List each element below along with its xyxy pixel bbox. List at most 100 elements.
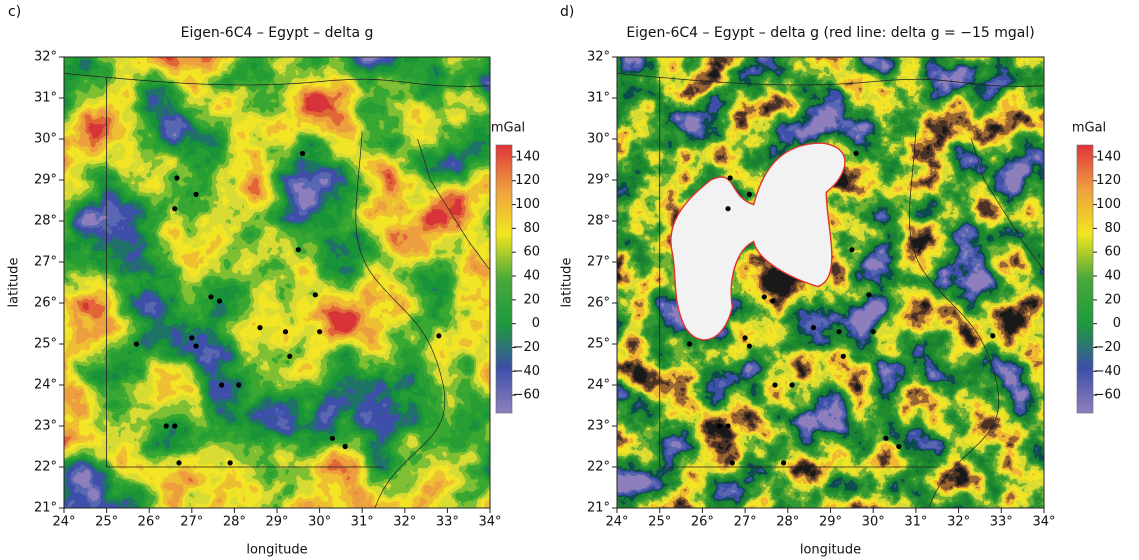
x-tick-label: 26° [691,515,714,530]
location-dot [342,443,348,450]
location-dot [312,292,318,298]
colorbar-tick-label: 40 [1104,269,1121,284]
nile-line [909,130,1000,509]
location-dot [727,175,733,181]
location-dot [746,343,752,349]
location-dot [761,294,767,300]
colorbar [495,144,513,414]
colorbar-tick-label: 120 [1096,173,1121,188]
colorbar-tick-label: 60 [1104,245,1121,260]
location-dot [789,382,795,388]
colorbar-tick-label: 100 [1096,197,1121,212]
location-dot [174,175,180,181]
panel-label: d) [560,4,574,20]
location-dot [990,333,996,339]
colorbar [1076,144,1094,414]
x-tick-label: 34° [478,515,501,530]
colorbar-label: mGal [491,121,525,136]
y-tick-label: 24° [587,378,610,393]
x-tick-label: 28° [223,515,246,530]
colorbar-tick-label: 0 [532,316,540,331]
map-panel: d) Eigen-6C4 – Egypt – delta g (red line:… [560,4,1122,558]
border-line [659,77,938,468]
location-dot [329,435,335,441]
location-dot [870,329,876,335]
location-dot [725,423,731,429]
location-dot [836,329,842,335]
y-axis-label: latitude [7,258,22,308]
colorbar-tick-label: 100 [515,197,540,212]
y-tick-label: 32° [34,50,57,65]
colorbar-tick-label: 40 [523,269,540,284]
y-tick-label: 28° [34,214,57,229]
gravity-map [64,57,490,508]
location-dot [317,329,323,335]
x-tick-label: 27° [180,515,203,530]
location-dot [840,353,846,359]
x-tick-label: 31° [351,515,374,530]
location-dot [725,206,731,212]
x-tick-label: 32° [393,515,416,530]
colorbar-tick-label: −60 [1094,388,1121,403]
location-dot [172,206,178,212]
location-dot [193,191,199,197]
y-tick-label: 27° [587,255,610,270]
colorbar-tick-label: 120 [515,173,540,188]
location-dot [208,294,214,300]
colorbar-tick-label: 0 [1113,316,1121,331]
location-dot [193,343,199,349]
coastline [63,73,491,87]
x-axis-label: longitude [246,543,307,558]
location-dot [295,247,301,253]
y-tick-label: 29° [587,173,610,188]
x-tick-label: 30° [862,515,885,530]
low-anomaly-area [670,142,846,341]
location-dot [287,353,293,359]
colorbar-tick-label: 140 [1096,149,1121,164]
x-tick-label: 29° [265,515,288,530]
location-dot [883,435,889,441]
location-dot [742,335,748,341]
y-tick-label: 26° [587,296,610,311]
colorbar-tick-label: −20 [1094,340,1121,355]
x-tick-label: 26° [138,515,161,530]
panel-label: c) [8,4,21,20]
x-tick-label: 25° [95,515,118,530]
colorbar-tick-label: −40 [513,364,540,379]
x-tick-label: 32° [947,515,970,530]
x-tick-label: 24° [605,515,628,530]
x-tick-label: 33° [990,515,1013,530]
x-tick-label: 34° [1032,515,1055,530]
panel-title: Eigen-6C4 – Egypt – delta g [181,25,374,41]
location-dot [282,329,289,335]
x-tick-label: 31° [904,515,927,530]
location-dot [189,335,195,341]
y-tick-label: 24° [34,378,57,393]
location-dot [770,298,776,304]
location-dot [866,292,872,298]
x-axis-label: longitude [800,543,861,558]
location-dot [746,191,752,197]
location-dot [896,443,902,450]
colorbar-tick-label: 80 [1104,221,1121,236]
colorbar-tick-label: 60 [523,245,540,260]
y-tick-label: 25° [34,337,57,352]
y-tick-label: 23° [34,419,57,434]
location-dot [686,341,693,347]
colorbar-tick-label: 20 [523,292,540,307]
y-tick-label: 31° [587,91,610,106]
y-tick-label: 30° [587,132,610,147]
colorbar-tick-label: 20 [1104,292,1121,307]
x-tick-label: 25° [648,515,671,530]
location-dot [849,247,855,253]
y-tick-label: 27° [34,255,57,270]
coastline [616,73,1045,87]
location-dot [257,325,263,331]
location-dot [729,460,735,466]
x-tick-label: 33° [436,515,459,530]
nile-line [355,130,446,509]
colorbar-tick-label: −20 [513,340,540,355]
map-panel: c) Eigen-6C4 – Egypt – delta g 24° 25° 26° 27… [7,4,541,558]
x-tick-label: 30° [308,515,331,530]
colorbar-tick-label: −40 [1094,364,1121,379]
